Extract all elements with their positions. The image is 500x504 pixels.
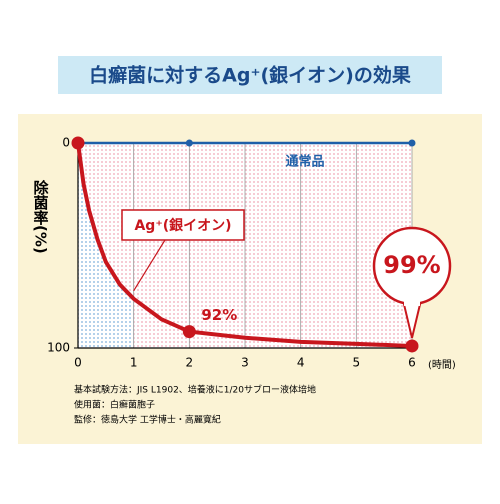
- callout-box: [121, 209, 245, 241]
- chart-title: 白癬菌に対するAg⁺(銀イオン)の効果: [89, 64, 411, 87]
- marker: [405, 339, 419, 353]
- x-axis-label: (時間): [428, 359, 456, 371]
- value-label: 99%: [383, 251, 440, 279]
- x-tick-label: 4: [297, 356, 305, 370]
- x-tick-label: 1: [130, 356, 138, 370]
- note: 使用菌：白癬菌胞子: [74, 399, 155, 411]
- title-banner: [58, 56, 442, 94]
- marker: [71, 136, 85, 150]
- y-axis-label: 除菌率(%): [32, 179, 50, 254]
- y-tick-label: 0: [62, 136, 70, 150]
- series-label: 通常品: [285, 154, 324, 170]
- x-tick-label: 6: [408, 356, 416, 370]
- shaded-area: [78, 143, 134, 348]
- x-tick-label: 0: [74, 356, 82, 370]
- label-cover: [404, 297, 420, 306]
- x-tick-label: 3: [241, 356, 249, 370]
- line: [76, 142, 413, 348]
- marker: [408, 139, 416, 147]
- series-label: Ag⁺(銀イオン): [134, 217, 231, 234]
- callout-pointer: [133, 239, 166, 292]
- x-tick-label: 5: [353, 356, 361, 370]
- note: 監修：徳島大学 工学博士・高麗寛紀: [74, 414, 221, 426]
- marker: [185, 139, 193, 147]
- value-label: 92%: [201, 306, 237, 324]
- x-tick-label: 2: [186, 356, 194, 370]
- y-tick-label: 100: [47, 341, 70, 355]
- marker: [182, 325, 196, 339]
- note: 基本試験方法：JIS L1902、培養液に1/20サブロー液体培地: [74, 384, 316, 396]
